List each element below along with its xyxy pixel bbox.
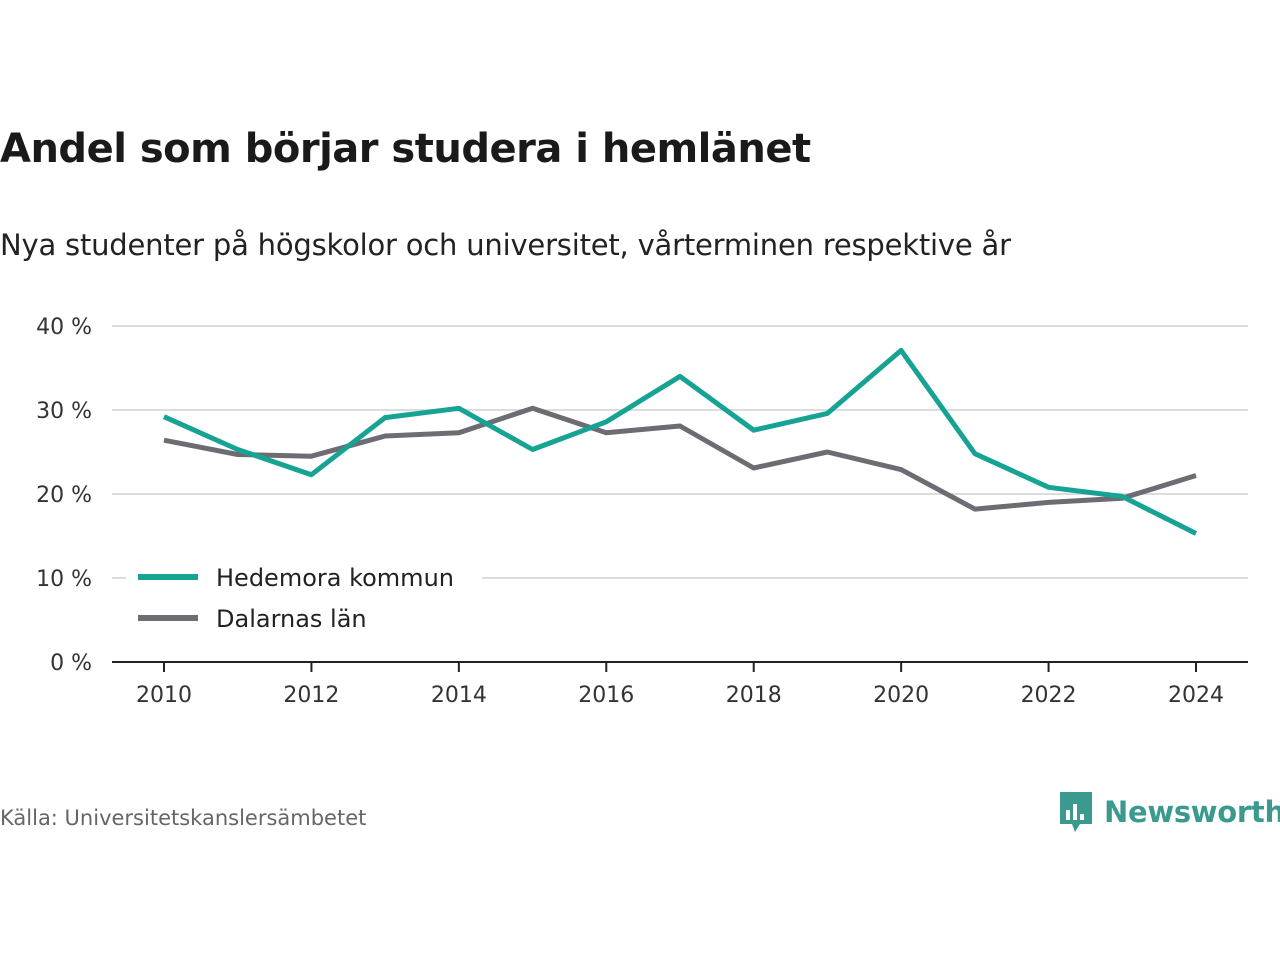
x-tick-label: 2020 [873, 683, 929, 708]
x-tick-label: 2010 [136, 683, 192, 708]
x-tick-label: 2018 [726, 683, 782, 708]
brand-logo: Newsworthy [1058, 790, 1280, 834]
x-tick-label: 2022 [1021, 683, 1077, 708]
y-tick-label: 40 % [36, 315, 92, 340]
series-line-dalarnas-län [163, 405, 1197, 512]
chart-title: Andel som börjar studera i hemlänet [0, 126, 811, 172]
x-tick-label: 2016 [578, 683, 634, 708]
legend-label: Dalarnas län [216, 605, 367, 633]
brand-name: Newsworthy [1104, 795, 1280, 829]
newsworthy-logo-icon [1060, 792, 1092, 832]
y-tick-label: 0 % [50, 651, 92, 676]
x-axis-ticks: 2010 2012 2014 2016 2018 2020 2022 2024 [136, 662, 1224, 708]
y-tick-label: 20 % [36, 483, 92, 508]
series-lines [162, 347, 1198, 536]
y-tick-label: 30 % [36, 399, 92, 424]
x-tick-label: 2012 [283, 683, 339, 708]
y-axis-ticks: 0 % 10 % 20 % 30 % 40 % [36, 315, 92, 676]
x-tick-label: 2014 [431, 683, 487, 708]
source-note: Källa: Universitetskanslersämbetet [0, 806, 367, 830]
legend-label: Hedemora kommun [216, 564, 454, 592]
x-tick-label: 2024 [1168, 683, 1224, 708]
gridlines [112, 325, 1248, 579]
legend-background [126, 556, 482, 640]
y-tick-label: 10 % [36, 567, 92, 592]
series-line-hedemora-kommun [162, 347, 1198, 536]
legend: Hedemora kommun Dalarnas län [126, 556, 482, 640]
chart-subtitle: Nya studenter på högskolor och universit… [0, 228, 1011, 262]
